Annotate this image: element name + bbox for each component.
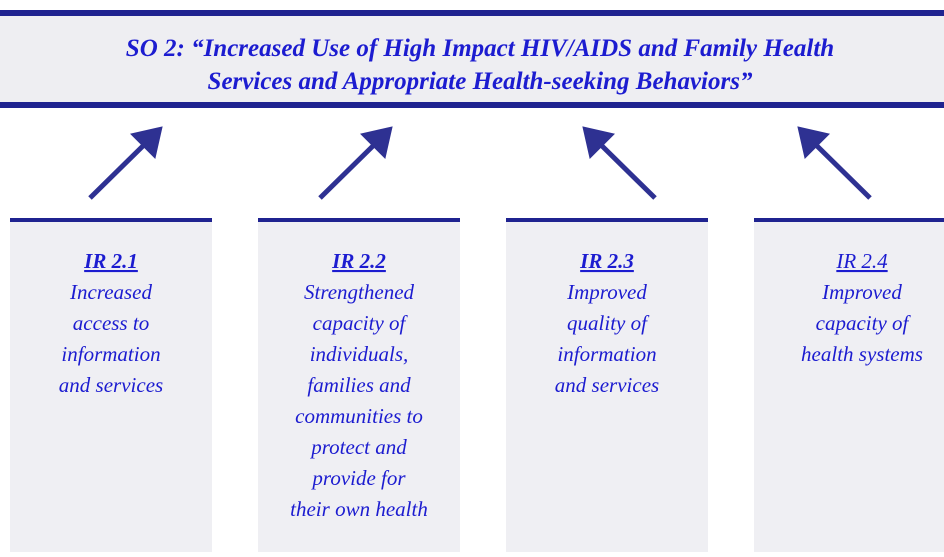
box-border <box>10 218 212 222</box>
box-line: and services <box>555 373 659 397</box>
arrow <box>318 139 380 200</box>
box-line: information <box>557 342 656 366</box>
box-line: access to <box>73 311 149 335</box>
arrow <box>88 139 150 200</box>
box-line: Strengthened <box>304 280 415 304</box>
box-border <box>506 218 708 222</box>
box-label: IR 2.4 <box>835 249 888 273</box>
title-line: SO 2: “Increased Use of High Impact HIV/… <box>126 35 834 62</box>
box-border <box>754 218 944 222</box>
box-line: families and <box>307 373 411 397</box>
arrows <box>88 126 872 200</box>
box-panel <box>10 218 212 552</box>
title-border-bottom <box>0 102 944 108</box>
box-line: and services <box>59 373 163 397</box>
box-panel <box>754 218 944 552</box>
box-line: individuals, <box>310 342 409 366</box>
box-panel <box>506 218 708 552</box>
box-line: Increased <box>69 280 153 304</box>
box-line: protect and <box>309 435 407 459</box>
box-line: Improved <box>566 280 647 304</box>
box-label: IR 2.1 <box>83 249 138 273</box>
box-line: capacity of <box>816 311 912 335</box>
box-line: health systems <box>801 342 923 366</box>
arrow-head <box>582 126 615 159</box>
title-border-top <box>0 10 944 16</box>
box-line: their own health <box>290 497 428 521</box>
title-panel <box>0 12 944 106</box>
box-border <box>258 218 460 222</box>
box-panel <box>258 218 460 552</box>
arrow <box>595 139 657 200</box>
arrow <box>810 139 872 200</box>
arrow-head <box>360 126 393 159</box>
box-label: IR 2.3 <box>579 249 634 273</box>
box-line: information <box>61 342 160 366</box>
box-line: communities to <box>295 404 423 428</box>
box-line: Improved <box>821 280 902 304</box>
box-line: provide for <box>310 466 406 490</box>
box-line: quality of <box>567 311 650 335</box>
arrow-head <box>797 126 830 159</box>
box-line: capacity of <box>313 311 409 335</box>
title-line: Services and Appropriate Health-seeking … <box>208 68 753 95</box>
arrow-head <box>130 126 163 159</box>
boxes: IR 2.1 Increased access to information and s… <box>10 218 944 552</box>
box-label: IR 2.2 <box>331 249 386 273</box>
